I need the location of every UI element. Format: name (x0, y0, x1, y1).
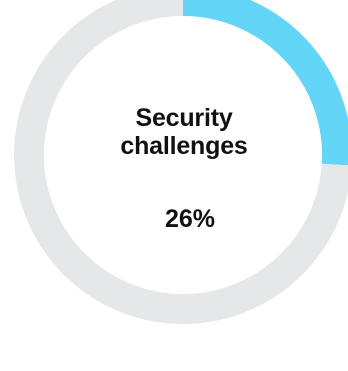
chart-title: Security challenges (84, 104, 284, 160)
percent-data-label: 26% (164, 205, 216, 233)
chart-title-line-2: challenges (120, 132, 248, 160)
donut-segment-highlight (182, 0, 348, 166)
donut-segment-remainder (14, 0, 348, 324)
chart-title-line-1: Security (135, 104, 233, 132)
